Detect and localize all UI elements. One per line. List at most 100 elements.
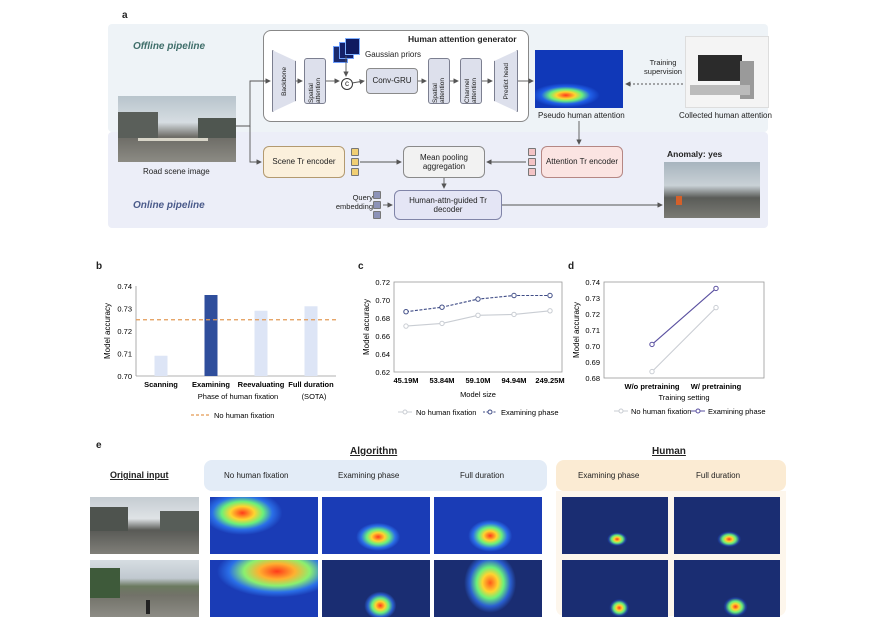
y-tick-label: 0.68 — [585, 374, 600, 383]
online-pipeline-title: Online pipeline — [133, 200, 205, 211]
y-tick-label: 0.69 — [585, 358, 600, 367]
attention-map — [434, 560, 542, 617]
y-axis-label: Model accuracy — [362, 299, 371, 355]
y-tick-label: 0.70 — [375, 296, 390, 305]
original-input-title: Original input — [110, 470, 169, 480]
token-square — [528, 158, 536, 166]
series-line — [651, 307, 717, 372]
road-scene-label: Road scene image — [143, 167, 210, 176]
y-tick-label: 0.70 — [585, 342, 600, 351]
query-token-square — [373, 211, 381, 219]
column-header: Examining phase — [578, 471, 640, 480]
y-axis-label: Model accuracy — [103, 303, 112, 359]
data-point — [713, 285, 719, 292]
pseudo-attention-heatmap — [535, 50, 623, 108]
y-tick-label: 0.72 — [375, 278, 390, 287]
data-point — [511, 292, 517, 299]
legend-marker-examining — [695, 408, 701, 414]
attention-generator-title: Human attention generator — [408, 34, 517, 44]
y-tick-label: 0.72 — [117, 327, 132, 336]
concat-circle-icon: c — [341, 78, 353, 90]
road-scene-image — [118, 96, 236, 162]
chart-b: Model accuracy Phase of human fixation (… — [103, 282, 336, 420]
decoder-box: Human-attn-guided Tr decoder — [394, 190, 502, 220]
data-point — [511, 311, 517, 318]
data-point — [713, 304, 719, 311]
mean-pooling-box: Mean pooling aggregation — [403, 146, 485, 178]
y-tick-label: 0.70 — [117, 372, 132, 381]
anomaly-label: Anomaly: yes — [667, 149, 723, 159]
algorithm-header-band — [204, 460, 547, 491]
x-axis-label: Model size — [460, 390, 496, 399]
x-tick-label: W/ pretraining — [691, 382, 742, 391]
attention-map — [674, 560, 780, 617]
x-tick-label: 59.10M — [465, 376, 490, 385]
data-point — [649, 368, 655, 375]
y-tick-label: 0.73 — [585, 294, 600, 303]
y-tick-label: 0.71 — [117, 350, 132, 359]
bar — [304, 306, 318, 376]
data-point — [547, 308, 553, 314]
data-point — [475, 296, 481, 302]
x-tick-label: W/o pretraining — [625, 382, 680, 391]
panel-letter-a: a — [122, 10, 128, 21]
spatial-attention-module-1: Spatial attention — [304, 58, 326, 104]
y-tick-label: 0.62 — [375, 368, 390, 377]
legend-label-examining: Examining phase — [501, 408, 559, 417]
panel-letter-e: e — [96, 440, 102, 451]
attention-map — [210, 497, 318, 554]
backbone-module: Backbone — [272, 50, 296, 112]
baseline-legend-label: No human fixation — [214, 411, 274, 420]
bar — [204, 295, 218, 376]
y-tick-label: 0.64 — [375, 350, 390, 359]
collected-attention-image — [685, 36, 769, 108]
query-token-square — [373, 201, 381, 209]
conv-gru-module: Conv-GRU — [366, 68, 418, 94]
offline-pipeline-title: Offline pipeline — [133, 41, 206, 52]
series-line — [651, 287, 717, 345]
channel-attention-module: Channel attention — [460, 58, 482, 104]
data-point — [403, 323, 409, 329]
data-point — [649, 341, 655, 348]
y-axis-label: Model accuracy — [572, 302, 581, 358]
algorithm-title: Algorithm — [350, 446, 398, 457]
bar — [254, 310, 268, 376]
legend-label-examining: Examining phase — [708, 407, 766, 416]
legend-label-no-fixation: No human fixation — [631, 407, 691, 416]
data-point — [475, 312, 481, 318]
column-header: Examining phase — [338, 471, 400, 480]
chart-c: Model accuracy Model size No human fixat… — [362, 278, 565, 417]
attention-map — [562, 560, 668, 617]
query-embedding-label: Query embedding — [335, 193, 373, 211]
x-tick-label: Examining — [192, 380, 230, 389]
x-tick-label: 94.94M — [501, 376, 526, 385]
x-tick-label: Full duration — [288, 380, 334, 389]
x-tick-label: 45.19M — [393, 376, 418, 385]
token-square — [351, 148, 359, 156]
attention-map — [562, 497, 668, 554]
panel-letter-c: c — [358, 261, 364, 272]
panel-letter-b: b — [96, 261, 103, 272]
attention-map — [322, 560, 430, 617]
chart-d: Model accuracy Training setting No human… — [572, 278, 766, 416]
token-square — [528, 148, 536, 156]
x-axis-label: Phase of human fixation — [198, 392, 278, 401]
training-supervision-label: Training supervision — [644, 58, 682, 76]
spatial-attention-module-2: Spatial attention — [428, 58, 450, 104]
y-tick-label: 0.68 — [375, 314, 390, 323]
x-tick-label: 249.25M — [535, 376, 564, 385]
y-tick-label: 0.73 — [117, 305, 132, 314]
data-point — [439, 304, 445, 310]
column-header: No human fixation — [224, 471, 289, 480]
plot-frame — [603, 281, 765, 379]
legend-label-no-fixation: No human fixation — [416, 408, 476, 417]
human-title: Human — [652, 446, 686, 457]
data-point — [403, 309, 409, 315]
x-tick-label: 53.84M — [429, 376, 454, 385]
y-tick-label: 0.71 — [585, 326, 600, 335]
sota-note: (SOTA) — [302, 392, 327, 401]
anomaly-output-image — [664, 162, 760, 218]
scene-encoder-box: Scene Tr encoder — [263, 146, 345, 178]
data-point — [439, 320, 445, 327]
y-tick-label: 0.74 — [117, 282, 132, 291]
